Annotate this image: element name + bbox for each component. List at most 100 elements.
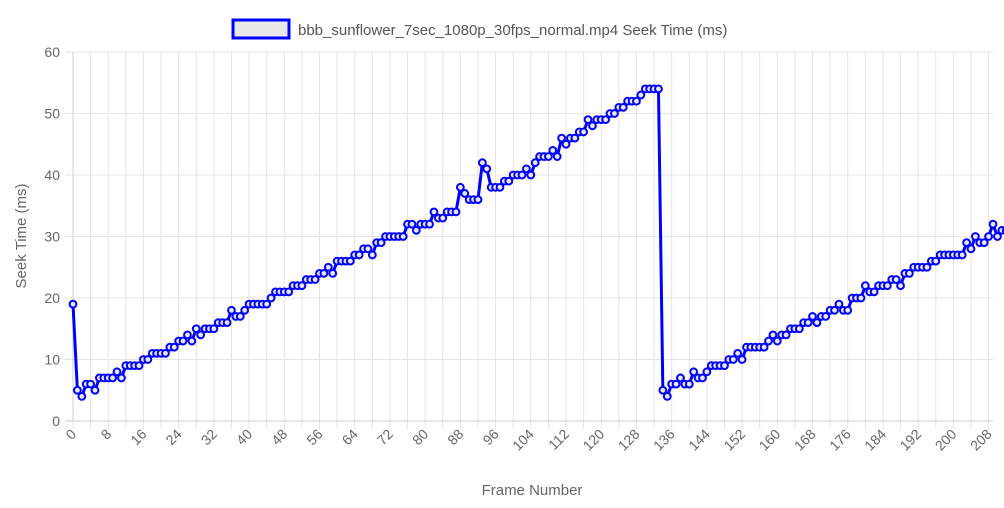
data-point[interactable] <box>376 238 386 248</box>
data-point[interactable] <box>636 90 646 100</box>
data-point[interactable] <box>363 244 373 254</box>
data-point[interactable] <box>962 238 971 248</box>
data-point[interactable] <box>856 293 866 303</box>
data-point[interactable] <box>588 121 597 131</box>
data-point[interactable] <box>169 342 179 352</box>
data-point[interactable] <box>618 102 628 112</box>
data-point[interactable] <box>821 312 831 321</box>
data-point[interactable] <box>772 336 782 346</box>
data-point[interactable] <box>429 207 439 217</box>
data-point[interactable] <box>73 385 82 395</box>
data-point[interactable] <box>191 324 201 334</box>
data-point[interactable] <box>931 256 941 266</box>
data-point[interactable] <box>579 127 589 137</box>
data-point[interactable] <box>90 385 100 395</box>
data-point[interactable] <box>869 287 879 297</box>
data-point[interactable] <box>117 373 126 383</box>
data-point[interactable] <box>183 330 192 340</box>
data-point[interactable] <box>482 164 492 174</box>
data-point[interactable] <box>86 379 96 389</box>
data-point[interactable] <box>662 392 672 401</box>
data-point[interactable] <box>834 299 844 309</box>
data-point[interactable] <box>768 330 778 340</box>
data-point[interactable] <box>993 232 1002 241</box>
data-point[interactable] <box>222 318 232 328</box>
data-point[interactable] <box>689 367 699 377</box>
data-point[interactable] <box>460 189 470 198</box>
data-point[interactable] <box>843 305 853 315</box>
data-point[interactable] <box>583 115 593 125</box>
data-point[interactable] <box>812 318 822 328</box>
data-point[interactable] <box>262 299 272 309</box>
data-point[interactable] <box>526 170 536 180</box>
data-point[interactable] <box>521 164 531 174</box>
data-point[interactable] <box>227 305 236 315</box>
data-point[interactable] <box>808 312 817 321</box>
data-point[interactable] <box>504 176 514 186</box>
data-point[interactable] <box>552 152 562 161</box>
data-point[interactable] <box>367 250 377 260</box>
data-point[interactable] <box>161 348 170 358</box>
data-point[interactable] <box>266 293 276 303</box>
data-point[interactable] <box>984 232 993 241</box>
data-point[interactable] <box>803 318 813 328</box>
data-point[interactable] <box>495 182 505 192</box>
data-point[interactable] <box>112 367 122 377</box>
data-point[interactable] <box>517 170 527 180</box>
data-point[interactable] <box>684 379 694 389</box>
data-point[interactable] <box>698 373 707 383</box>
data-point[interactable] <box>544 152 553 161</box>
data-point[interactable] <box>178 336 188 346</box>
data-point[interactable] <box>610 109 619 118</box>
data-point[interactable] <box>187 336 197 346</box>
data-point[interactable] <box>601 115 611 125</box>
data-point[interactable] <box>632 96 641 106</box>
data-point[interactable] <box>235 312 245 321</box>
data-point[interactable] <box>438 213 448 223</box>
data-point[interactable] <box>904 269 914 278</box>
data-point[interactable] <box>319 269 329 278</box>
data-point[interactable] <box>979 238 989 248</box>
data-point[interactable] <box>398 232 408 241</box>
data-point[interactable] <box>988 219 998 229</box>
data-point[interactable] <box>530 158 540 168</box>
data-point[interactable] <box>733 348 743 358</box>
data-point[interactable] <box>781 330 791 340</box>
data-point[interactable] <box>970 232 980 241</box>
data-point[interactable] <box>737 355 747 364</box>
data-point[interactable] <box>411 225 421 235</box>
data-point[interactable] <box>328 269 338 278</box>
data-point[interactable] <box>108 373 118 383</box>
data-point[interactable] <box>860 281 870 291</box>
data-point[interactable] <box>720 361 729 371</box>
data-point[interactable] <box>323 262 333 272</box>
data-point[interactable] <box>310 275 320 284</box>
data-point[interactable] <box>830 305 839 315</box>
data-point[interactable] <box>134 361 144 371</box>
data-point[interactable] <box>143 355 153 364</box>
data-point[interactable] <box>671 379 681 389</box>
data-point[interactable] <box>345 256 355 266</box>
data-point[interactable] <box>68 299 78 309</box>
data-point[interactable] <box>896 281 905 291</box>
data-point[interactable] <box>473 195 483 205</box>
data-point[interactable] <box>451 207 461 217</box>
data-point[interactable] <box>728 355 738 364</box>
data-point[interactable] <box>676 373 685 383</box>
data-point[interactable] <box>570 133 580 143</box>
data-point[interactable] <box>196 330 206 340</box>
data-point[interactable] <box>284 287 294 297</box>
data-point[interactable] <box>794 324 804 334</box>
data-point[interactable] <box>759 342 769 352</box>
data-point[interactable] <box>891 275 901 284</box>
data-point[interactable] <box>425 219 434 229</box>
data-point[interactable] <box>455 182 465 192</box>
data-point[interactable] <box>209 324 219 334</box>
data-point[interactable] <box>764 336 773 346</box>
data-point[interactable] <box>354 250 364 260</box>
data-point[interactable] <box>882 281 892 291</box>
data-point[interactable] <box>477 158 487 168</box>
data-point[interactable] <box>557 133 567 143</box>
data-point[interactable] <box>407 219 417 229</box>
data-point[interactable] <box>548 146 558 155</box>
